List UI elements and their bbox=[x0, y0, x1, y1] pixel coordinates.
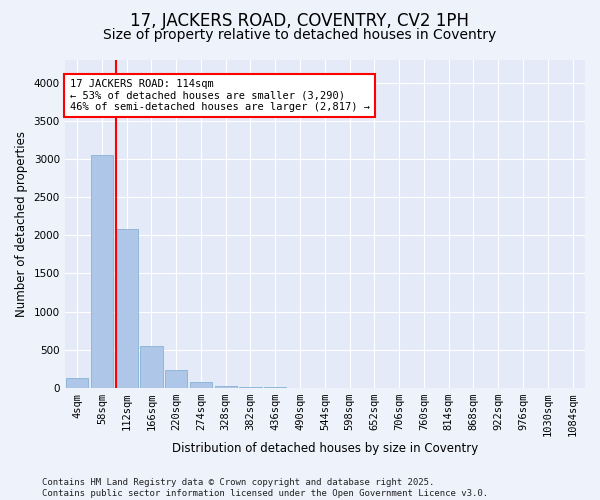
Y-axis label: Number of detached properties: Number of detached properties bbox=[15, 131, 28, 317]
Text: 17 JACKERS ROAD: 114sqm
← 53% of detached houses are smaller (3,290)
46% of semi: 17 JACKERS ROAD: 114sqm ← 53% of detache… bbox=[70, 79, 370, 112]
Bar bbox=[66, 378, 88, 388]
Bar bbox=[91, 154, 113, 388]
Bar bbox=[140, 346, 163, 388]
Text: Size of property relative to detached houses in Coventry: Size of property relative to detached ho… bbox=[103, 28, 497, 42]
X-axis label: Distribution of detached houses by size in Coventry: Distribution of detached houses by size … bbox=[172, 442, 478, 455]
Bar bbox=[190, 382, 212, 388]
Bar bbox=[239, 386, 262, 388]
Text: Contains HM Land Registry data © Crown copyright and database right 2025.
Contai: Contains HM Land Registry data © Crown c… bbox=[42, 478, 488, 498]
Bar bbox=[165, 370, 187, 388]
Bar bbox=[215, 386, 237, 388]
Bar bbox=[115, 230, 138, 388]
Text: 17, JACKERS ROAD, COVENTRY, CV2 1PH: 17, JACKERS ROAD, COVENTRY, CV2 1PH bbox=[131, 12, 470, 30]
